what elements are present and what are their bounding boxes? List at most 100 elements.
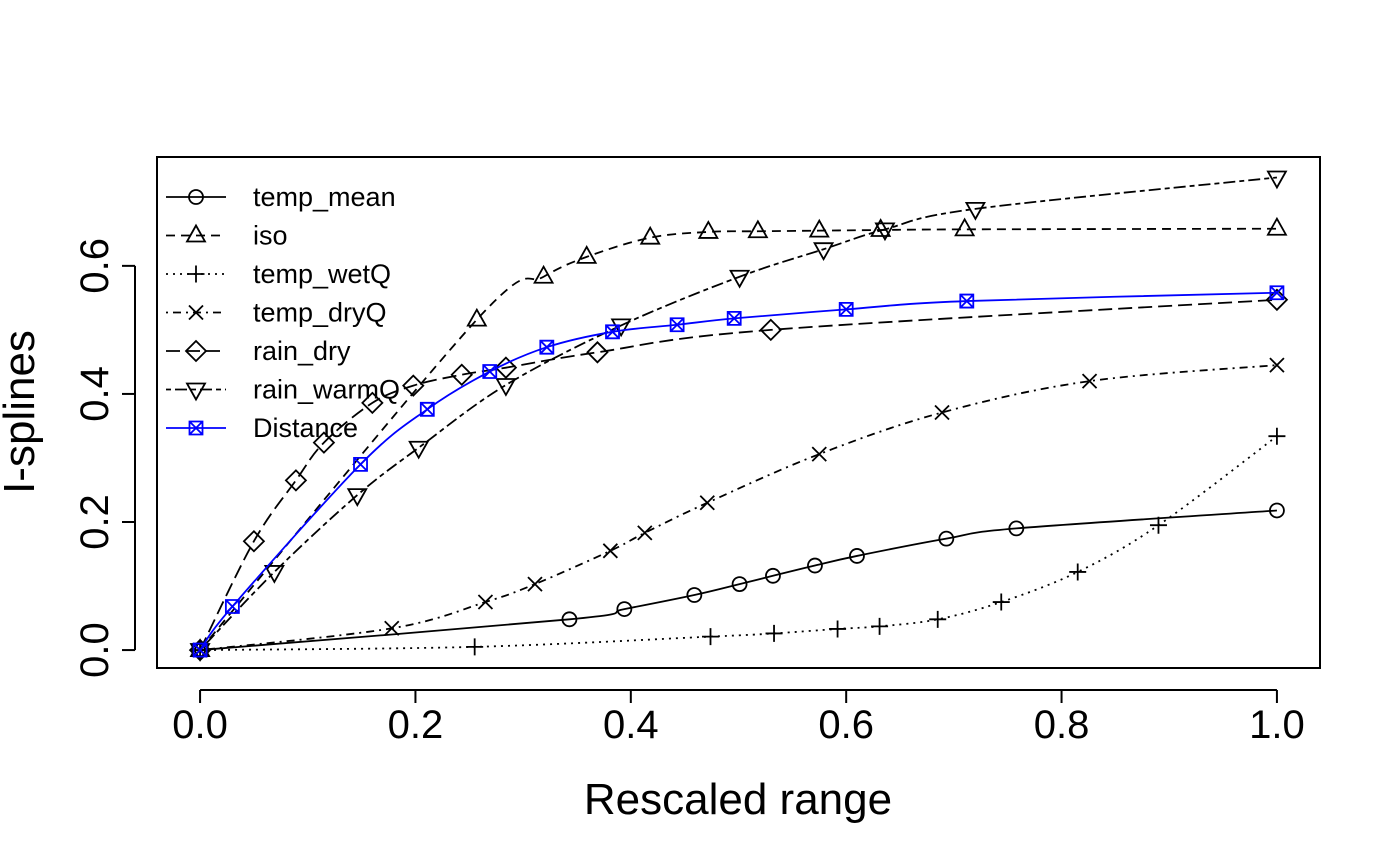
data-point-iso <box>639 225 661 245</box>
legend-label: Distance <box>253 413 358 443</box>
data-point-Distance <box>482 364 498 379</box>
data-point-temp_dryQ <box>811 446 827 462</box>
legend-item-temp_wetQ: temp_wetQ <box>166 259 391 289</box>
x-axis-title: Rescaled range <box>584 775 892 824</box>
data-point-rain_dry <box>312 431 336 454</box>
series-layer <box>188 170 1289 662</box>
y-tick-label: 0.2 <box>73 494 117 550</box>
data-point-iso <box>870 218 892 237</box>
data-point-rain_warmQ <box>874 222 896 242</box>
data-point-iso <box>576 245 598 264</box>
series-rain_warmQ <box>189 170 1288 662</box>
data-point-iso <box>533 264 555 284</box>
series-rain_dry <box>188 288 1289 662</box>
data-point-Distance <box>838 302 854 317</box>
legend-marker <box>185 223 207 243</box>
x-tick-label: 1.0 <box>1249 703 1305 747</box>
data-point-Distance <box>353 456 368 472</box>
data-point-Distance <box>959 293 975 309</box>
x-axis: 0.0 0.2 0.4 0.6 0.8 1.0 <box>172 689 1305 747</box>
data-point-temp_wetQ <box>929 610 947 628</box>
series-line-iso <box>199 227 1277 651</box>
series-line-temp_wetQ <box>200 435 1278 651</box>
data-point-temp_wetQ <box>765 624 783 642</box>
x-tick-label: 0.2 <box>388 703 444 747</box>
legend-marker <box>188 420 204 436</box>
data-point-temp_mean <box>765 567 781 584</box>
data-point-temp_dryQ <box>384 620 400 636</box>
data-point-rain_dry <box>450 363 474 386</box>
x-tick-label: 0.0 <box>172 703 228 747</box>
data-point-temp_wetQ <box>1149 516 1167 534</box>
data-point-temp_dryQ <box>1081 373 1098 389</box>
data-point-iso <box>1266 216 1288 236</box>
legend-marker <box>188 189 204 205</box>
data-point-temp_dryQ <box>934 404 950 421</box>
data-point-rain_dry <box>361 391 384 415</box>
legend-marker <box>187 265 205 283</box>
data-point-rain_warmQ <box>813 242 835 262</box>
data-point-temp_mean <box>938 530 955 547</box>
data-point-temp_mean <box>1008 520 1025 537</box>
data-point-temp_dryQ <box>637 525 653 541</box>
y-axis-title: I-splines <box>0 330 44 494</box>
data-point-iso <box>747 219 769 239</box>
legend-label: rain_dry <box>253 336 351 366</box>
data-point-Distance <box>419 401 435 417</box>
data-point-rain_warmQ <box>495 378 517 397</box>
series-line-rain_dry <box>199 298 1277 651</box>
data-point-Distance <box>726 310 742 326</box>
data-point-rain_dry <box>586 341 609 364</box>
data-point-iso <box>697 220 719 239</box>
series-line-rain_warmQ <box>199 176 1278 651</box>
data-point-temp_mean <box>1269 502 1285 519</box>
legend-marker <box>185 382 207 402</box>
data-point-rain_warmQ <box>263 565 285 584</box>
plot-frame <box>156 156 1321 669</box>
y-tick-label: 0.0 <box>73 622 117 678</box>
data-point-temp_mean <box>849 548 865 564</box>
data-point-rain_dry <box>284 469 308 492</box>
data-point-rain_dry <box>759 318 783 342</box>
data-point-temp_wetQ <box>871 617 889 635</box>
legend-item-rain_dry: rain_dry <box>166 336 351 366</box>
data-point-temp_dryQ <box>699 495 715 511</box>
data-point-temp_dryQ <box>477 594 494 610</box>
data-point-Distance <box>539 339 555 355</box>
legend-label: temp_mean <box>253 182 396 212</box>
data-point-Distance <box>192 642 208 658</box>
data-point-temp_wetQ <box>466 638 484 656</box>
legend-marker <box>188 304 204 321</box>
data-point-rain_warmQ <box>964 201 986 221</box>
data-point-Distance <box>669 317 685 333</box>
series-line-temp_dryQ <box>199 364 1278 651</box>
data-point-rain_warmQ <box>729 269 751 289</box>
data-point-rain_warmQ <box>346 488 368 507</box>
data-point-temp_mean <box>807 557 823 574</box>
legend-item-Distance: Distance <box>166 413 358 443</box>
y-tick-label: 0.6 <box>73 238 117 294</box>
data-point-temp_mean <box>561 611 578 628</box>
data-point-rain_warmQ <box>1266 170 1288 190</box>
data-point-temp_wetQ <box>702 628 720 646</box>
data-point-rain_warmQ <box>408 440 430 460</box>
series-line-temp_mean <box>199 509 1277 651</box>
legend-item-temp_mean: temp_mean <box>166 182 396 212</box>
data-point-temp_dryQ <box>1269 357 1285 373</box>
legend-label: temp_dryQ <box>253 298 387 328</box>
data-point-temp_mean <box>616 601 633 617</box>
data-point-temp_wetQ <box>1268 427 1286 445</box>
legend-item-rain_warmQ: rain_warmQ <box>166 375 400 405</box>
data-point-iso <box>954 217 976 237</box>
data-point-temp_dryQ <box>527 576 543 592</box>
x-tick-label: 0.8 <box>1034 703 1090 747</box>
data-point-temp_wetQ <box>992 593 1010 611</box>
series-temp_mean <box>192 502 1285 658</box>
data-point-temp_wetQ <box>829 620 847 638</box>
data-point-iso <box>466 307 488 327</box>
data-point-Distance <box>1269 285 1285 301</box>
y-axis: 0.0 0.2 0.4 0.6 <box>73 238 136 678</box>
data-point-temp_mean <box>731 576 748 593</box>
